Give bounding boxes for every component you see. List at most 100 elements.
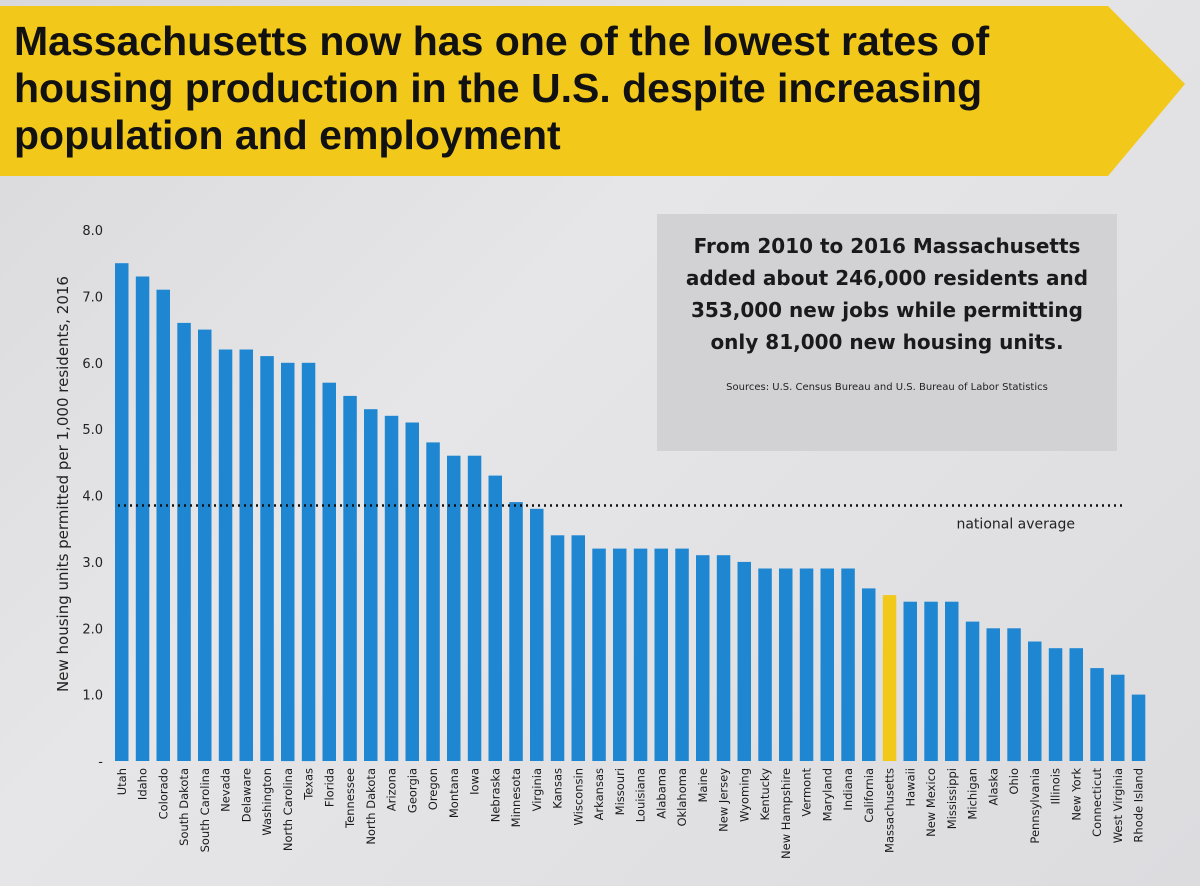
bar-pennsylvania: [1028, 641, 1042, 761]
x-tick-label: Indiana: [841, 768, 855, 811]
x-tick-label: Washington: [260, 768, 274, 836]
bar-florida: [322, 382, 336, 761]
bar-new-mexico: [924, 601, 938, 761]
bar-massachusetts: [882, 595, 897, 761]
bar-new-york: [1069, 648, 1083, 761]
x-tick-label: Nevada: [219, 768, 233, 812]
x-tick-label: North Dakota: [364, 768, 378, 845]
y-tick-label: -: [98, 755, 103, 770]
bar-new-hampshire: [779, 568, 793, 761]
x-tick-label: Massachusetts: [883, 768, 897, 853]
x-tick-label: West Virginia: [1111, 768, 1125, 843]
x-tick-label: Connecticut: [1090, 768, 1104, 837]
bar-south-carolina: [198, 329, 212, 761]
x-tick-label: Oklahoma: [675, 768, 689, 827]
bar-virginia: [530, 508, 544, 761]
x-tick-label: New Mexico: [924, 768, 938, 837]
x-tick-label: Colorado: [156, 768, 170, 819]
bar-ohio: [1007, 628, 1021, 762]
bar-montana: [447, 455, 461, 761]
x-tick-label: North Carolina: [281, 768, 295, 851]
bar-washington: [260, 356, 274, 761]
x-tick-label: Oregon: [426, 768, 440, 810]
bar-georgia: [405, 422, 419, 761]
x-tick-label: Michigan: [966, 768, 980, 820]
x-tick-label: Rhode Island: [1132, 768, 1146, 843]
x-tick-label: Maryland: [820, 768, 834, 821]
x-tick-label: Wisconsin: [571, 768, 585, 825]
x-tick-label: Utah: [115, 768, 129, 795]
bars: [115, 263, 1146, 762]
bar-tennessee: [343, 395, 357, 761]
x-tick-label: South Dakota: [177, 768, 191, 846]
y-tick-label: 4.0: [82, 490, 103, 505]
y-tick-label: 7.0: [82, 290, 103, 305]
x-tick-label: Delaware: [239, 768, 253, 822]
x-tick-label: Kentucky: [758, 768, 772, 821]
bar-indiana: [841, 568, 855, 761]
y-tick-label: 2.0: [82, 622, 103, 637]
bar-california: [862, 588, 876, 761]
x-tick-label: Arizona: [385, 768, 399, 811]
x-tick-label: Alaska: [986, 768, 1000, 806]
bar-wisconsin: [571, 535, 585, 761]
bar-connecticut: [1090, 668, 1104, 761]
x-tick-label: Texas: [302, 768, 316, 801]
x-tick-label: Alabama: [654, 768, 668, 819]
bar-louisiana: [633, 548, 648, 761]
x-tick-label: Tennessee: [343, 768, 357, 829]
x-tick-label: Vermont: [800, 768, 814, 817]
x-tick-label: Florida: [322, 768, 336, 807]
y-axis: - 1.0 2.0 3.0 4.0 5.0 6.0 7.0 8.0: [82, 224, 103, 770]
x-tick-label: California: [862, 768, 876, 823]
x-tick-label: Iowa: [468, 768, 482, 795]
bar-maryland: [820, 568, 834, 761]
bar-oregon: [426, 442, 440, 761]
x-tick-label: Louisiana: [634, 768, 648, 822]
bar-delaware: [239, 349, 253, 761]
bar-texas: [301, 362, 316, 762]
y-tick-label: 5.0: [82, 423, 103, 438]
bar-south-dakota: [177, 322, 191, 761]
bar-arizona: [384, 415, 399, 761]
chart-title: Massachusetts now has one of the lowest …: [14, 18, 990, 158]
y-tick-label: 1.0: [82, 689, 103, 704]
info-text: From 2010 to 2016 Massachusetts added ab…: [685, 234, 1089, 354]
bar-mississippi: [945, 601, 959, 761]
bar-kansas: [550, 535, 565, 761]
bar-new-jersey: [716, 555, 731, 761]
x-tick-label: Georgia: [405, 768, 419, 813]
x-tick-label: Pennsylvania: [1028, 768, 1042, 844]
x-tick-label: Idaho: [136, 768, 150, 800]
bar-colorado: [156, 289, 170, 761]
x-tick-label: Illinois: [1049, 768, 1063, 805]
bar-wyoming: [737, 561, 751, 761]
x-tick-label: Ohio: [1007, 768, 1021, 795]
bar-rhode-island: [1131, 694, 1146, 761]
x-tick-label: Mississippi: [945, 768, 959, 829]
bar-minnesota: [509, 502, 523, 761]
x-tick-label: Missouri: [613, 768, 627, 815]
bar-iowa: [467, 455, 482, 761]
bar-utah: [115, 263, 129, 761]
banner-arrow-shape: [0, 6, 1185, 176]
x-tick-label: New Jersey: [717, 768, 731, 832]
reference-line: national average: [118, 504, 1124, 533]
title-banner: [0, 6, 1185, 176]
bar-oklahoma: [675, 548, 689, 761]
bar-idaho: [135, 276, 150, 761]
bar-illinois: [1048, 648, 1063, 761]
bar-kentucky: [758, 568, 772, 761]
x-tick-label: Montana: [447, 768, 461, 818]
x-tick-label: New York: [1069, 768, 1083, 821]
bar-nevada: [218, 349, 233, 761]
bar-arkansas: [592, 548, 606, 761]
x-tick-label: Arkansas: [592, 768, 606, 820]
x-tick-label: Minnesota: [509, 768, 523, 827]
bar-hawaii: [903, 601, 917, 761]
bar-north-dakota: [364, 409, 378, 761]
x-tick-label: Hawaii: [903, 768, 917, 807]
bar-alaska: [986, 628, 1000, 762]
bar-maine: [696, 555, 710, 761]
